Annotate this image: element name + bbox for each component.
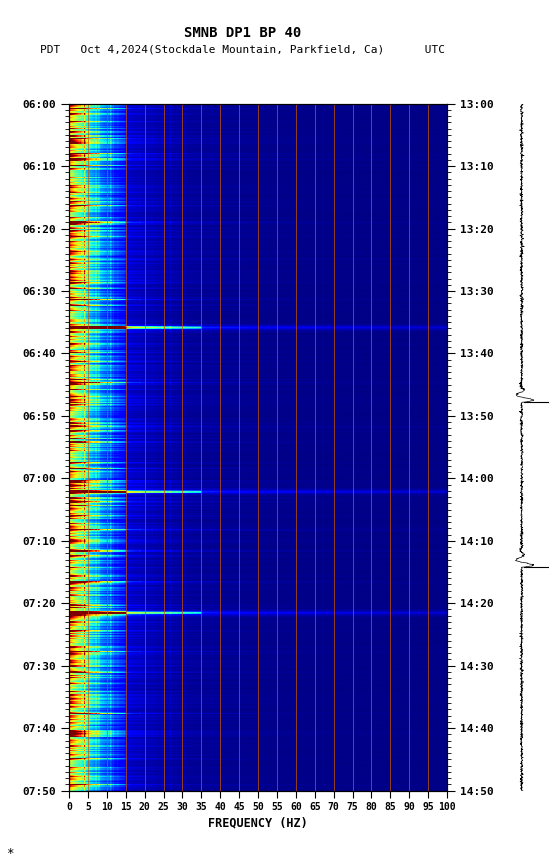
Text: *: * [6,847,13,860]
Text: PDT   Oct 4,2024(Stockdale Mountain, Parkfield, Ca)      UTC: PDT Oct 4,2024(Stockdale Mountain, Parkf… [40,45,445,55]
X-axis label: FREQUENCY (HZ): FREQUENCY (HZ) [208,816,308,829]
Text: SMNB DP1 BP 40: SMNB DP1 BP 40 [184,26,301,40]
